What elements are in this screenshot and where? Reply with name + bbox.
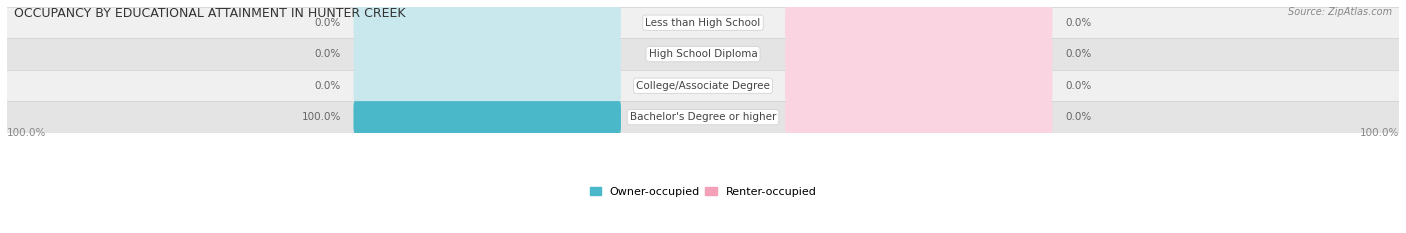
- Text: 0.0%: 0.0%: [1064, 49, 1091, 59]
- FancyBboxPatch shape: [785, 70, 1053, 102]
- Bar: [7, 38, 1399, 70]
- Text: Source: ZipAtlas.com: Source: ZipAtlas.com: [1288, 7, 1392, 17]
- Text: OCCUPANCY BY EDUCATIONAL ATTAINMENT IN HUNTER CREEK: OCCUPANCY BY EDUCATIONAL ATTAINMENT IN H…: [14, 7, 405, 20]
- Text: 0.0%: 0.0%: [315, 49, 342, 59]
- Text: 0.0%: 0.0%: [1064, 81, 1091, 91]
- Text: 100.0%: 100.0%: [302, 112, 342, 122]
- Bar: [7, 7, 1399, 38]
- Text: 0.0%: 0.0%: [1064, 18, 1091, 28]
- FancyBboxPatch shape: [353, 70, 621, 102]
- FancyBboxPatch shape: [785, 101, 1053, 133]
- FancyBboxPatch shape: [353, 101, 621, 133]
- Legend: Owner-occupied, Renter-occupied: Owner-occupied, Renter-occupied: [589, 187, 817, 197]
- Text: 0.0%: 0.0%: [315, 18, 342, 28]
- FancyBboxPatch shape: [353, 38, 621, 70]
- FancyBboxPatch shape: [353, 101, 621, 133]
- FancyBboxPatch shape: [785, 38, 1053, 70]
- Text: 0.0%: 0.0%: [315, 81, 342, 91]
- Text: Less than High School: Less than High School: [645, 18, 761, 28]
- Text: High School Diploma: High School Diploma: [648, 49, 758, 59]
- Text: Bachelor's Degree or higher: Bachelor's Degree or higher: [630, 112, 776, 122]
- Bar: [7, 70, 1399, 101]
- Text: 100.0%: 100.0%: [1360, 128, 1399, 138]
- FancyBboxPatch shape: [353, 7, 621, 39]
- Text: 0.0%: 0.0%: [1064, 112, 1091, 122]
- Text: 100.0%: 100.0%: [7, 128, 46, 138]
- Bar: [7, 101, 1399, 133]
- Text: College/Associate Degree: College/Associate Degree: [636, 81, 770, 91]
- FancyBboxPatch shape: [785, 7, 1053, 39]
